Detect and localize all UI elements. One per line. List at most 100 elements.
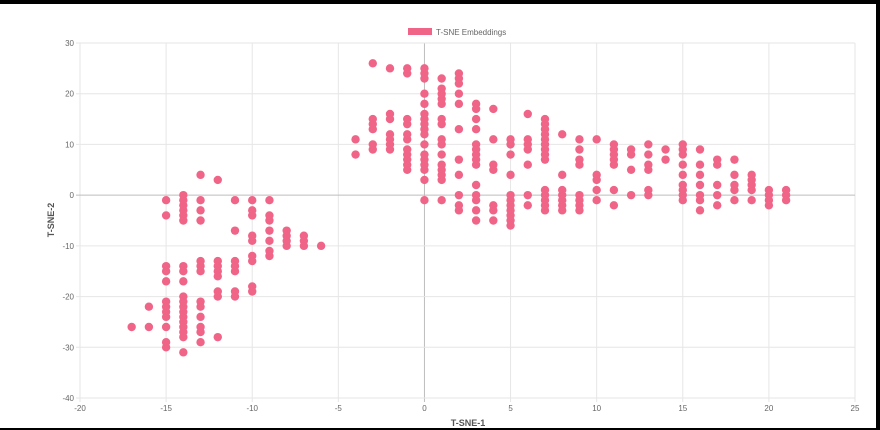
- scatter-point[interactable]: [626, 165, 636, 174]
- scatter-point[interactable]: [179, 277, 188, 286]
- scatter-point[interactable]: [127, 322, 136, 332]
- scatter-point[interactable]: [179, 348, 188, 357]
- scatter-point[interactable]: [179, 216, 188, 225]
- scatter-point[interactable]: [368, 59, 377, 68]
- scatter-point[interactable]: [695, 196, 705, 205]
- scatter-point[interactable]: [437, 175, 446, 185]
- scatter-point[interactable]: [575, 135, 584, 144]
- scatter-point[interactable]: [420, 130, 429, 139]
- scatter-point[interactable]: [678, 150, 687, 159]
- scatter-point[interactable]: [437, 99, 446, 109]
- scatter-point[interactable]: [196, 196, 205, 205]
- scatter-point[interactable]: [695, 206, 705, 215]
- scatter-point[interactable]: [196, 216, 205, 225]
- scatter-point[interactable]: [678, 170, 687, 180]
- scatter-point[interactable]: [161, 322, 171, 332]
- scatter-point[interactable]: [781, 196, 791, 205]
- scatter-point[interactable]: [420, 165, 429, 174]
- scatter-point[interactable]: [385, 145, 395, 154]
- scatter-point[interactable]: [644, 140, 653, 149]
- scatter-point[interactable]: [454, 155, 464, 164]
- scatter-point[interactable]: [558, 206, 567, 215]
- scatter-point[interactable]: [265, 196, 274, 205]
- scatter-point[interactable]: [609, 160, 619, 169]
- scatter-point[interactable]: [196, 338, 205, 347]
- scatter-point[interactable]: [265, 236, 274, 245]
- scatter-point[interactable]: [489, 216, 498, 225]
- scatter-point[interactable]: [730, 170, 739, 180]
- scatter-point[interactable]: [161, 196, 171, 205]
- scatter-point[interactable]: [454, 125, 464, 134]
- scatter-point[interactable]: [437, 150, 446, 159]
- scatter-point[interactable]: [299, 241, 309, 251]
- scatter-point[interactable]: [471, 216, 481, 225]
- scatter-point[interactable]: [454, 170, 464, 180]
- scatter-point[interactable]: [454, 99, 464, 109]
- scatter-point[interactable]: [489, 206, 498, 215]
- scatter-point[interactable]: [368, 125, 377, 134]
- scatter-point[interactable]: [489, 135, 498, 144]
- scatter-point[interactable]: [265, 216, 274, 225]
- scatter-point[interactable]: [609, 201, 619, 210]
- scatter-point[interactable]: [506, 170, 515, 180]
- scatter-point[interactable]: [403, 69, 412, 78]
- scatter-point[interactable]: [403, 119, 412, 129]
- scatter-point[interactable]: [437, 196, 446, 205]
- legend[interactable]: T-SNE Embeddings: [408, 28, 506, 37]
- scatter-point[interactable]: [644, 165, 653, 174]
- scatter-point[interactable]: [248, 196, 257, 205]
- scatter-point[interactable]: [420, 140, 429, 149]
- scatter-point[interactable]: [747, 185, 756, 195]
- scatter-point[interactable]: [248, 256, 257, 266]
- scatter-point[interactable]: [592, 196, 601, 205]
- scatter-point[interactable]: [558, 130, 567, 139]
- scatter-point[interactable]: [144, 322, 154, 332]
- scatter-point[interactable]: [161, 211, 171, 220]
- scatter-point[interactable]: [730, 155, 739, 164]
- scatter-point[interactable]: [471, 196, 481, 205]
- scatter-point[interactable]: [575, 206, 584, 215]
- scatter-point[interactable]: [437, 119, 446, 129]
- scatter-point[interactable]: [454, 206, 464, 215]
- scatter-point[interactable]: [523, 160, 532, 169]
- scatter-point[interactable]: [592, 185, 601, 195]
- scatter-point[interactable]: [471, 125, 481, 134]
- scatter-point[interactable]: [196, 327, 205, 337]
- scatter-point[interactable]: [420, 175, 429, 185]
- scatter-point[interactable]: [454, 89, 464, 98]
- scatter-point[interactable]: [471, 160, 481, 169]
- scatter-point[interactable]: [179, 267, 188, 276]
- scatter-point[interactable]: [213, 272, 222, 281]
- scatter-point[interactable]: [248, 211, 257, 220]
- scatter-point[interactable]: [265, 251, 274, 261]
- scatter-point[interactable]: [575, 160, 584, 169]
- scatter-point[interactable]: [678, 196, 687, 205]
- scatter-point[interactable]: [420, 99, 429, 109]
- scatter-point[interactable]: [695, 145, 705, 154]
- scatter-point[interactable]: [764, 201, 774, 210]
- scatter-point[interactable]: [230, 267, 240, 276]
- scatter-point[interactable]: [213, 332, 222, 342]
- scatter-point[interactable]: [403, 165, 412, 174]
- scatter-point[interactable]: [196, 206, 205, 215]
- scatter-point[interactable]: [713, 180, 722, 190]
- scatter-point[interactable]: [644, 150, 653, 159]
- scatter-point[interactable]: [196, 302, 205, 311]
- scatter-point[interactable]: [471, 180, 481, 190]
- scatter-point[interactable]: [713, 160, 722, 169]
- scatter-point[interactable]: [695, 180, 705, 190]
- scatter-point[interactable]: [695, 160, 705, 169]
- scatter-point[interactable]: [248, 287, 257, 296]
- scatter-point[interactable]: [592, 135, 601, 144]
- scatter-point[interactable]: [196, 312, 205, 322]
- scatter-point[interactable]: [506, 140, 515, 149]
- scatter-point[interactable]: [403, 135, 412, 144]
- scatter-point[interactable]: [489, 165, 498, 174]
- scatter-point[interactable]: [230, 226, 240, 235]
- scatter-point[interactable]: [213, 175, 222, 185]
- scatter-point[interactable]: [196, 170, 205, 180]
- scatter-point[interactable]: [489, 104, 498, 114]
- scatter-point[interactable]: [523, 109, 532, 119]
- scatter-point[interactable]: [540, 206, 550, 215]
- scatter-point[interactable]: [730, 185, 739, 195]
